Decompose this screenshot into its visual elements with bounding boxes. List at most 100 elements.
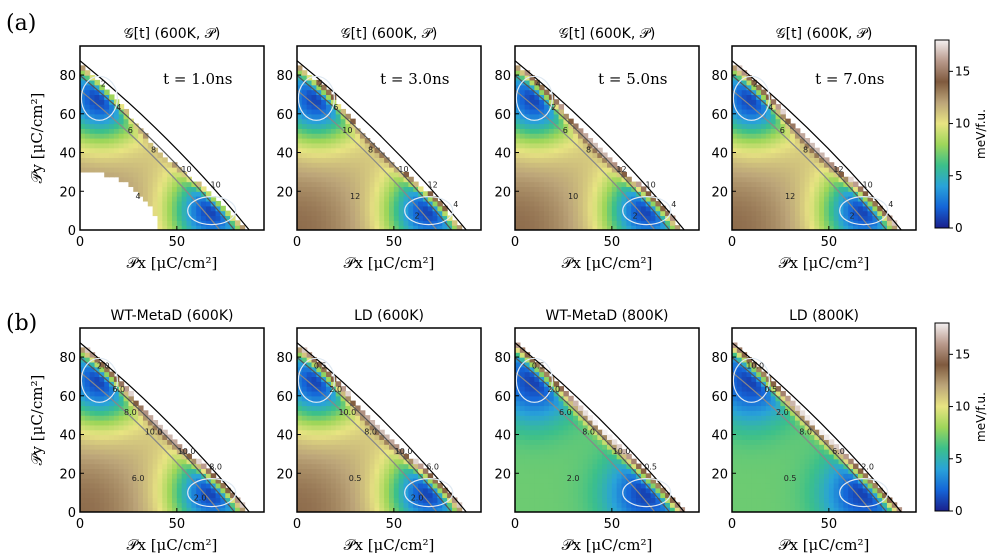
heat-cell: [297, 162, 303, 168]
heat-cell: [882, 220, 888, 226]
heat-cell: [794, 473, 801, 479]
heat-cell: [335, 181, 342, 188]
heat-cell: [515, 70, 521, 76]
heat-cell: [345, 444, 351, 450]
heat-cell: [611, 468, 618, 474]
heat-cell: [568, 200, 574, 207]
heat-cell: [403, 482, 409, 489]
heat-cell: [592, 453, 598, 460]
heat-cell: [736, 487, 743, 494]
heat-cell: [118, 152, 125, 158]
heat-cell: [84, 463, 91, 470]
heat-cell: [577, 405, 584, 411]
heat-cell: [867, 487, 874, 494]
heat-cell: [770, 181, 777, 188]
heat-cell: [621, 210, 627, 217]
heat-cell: [857, 200, 864, 207]
heat-cell: [99, 497, 105, 503]
heat-cell: [761, 415, 767, 421]
heat-cell: [577, 205, 584, 212]
heat-cell: [577, 482, 584, 489]
heat-cell: [582, 176, 589, 183]
heat-cell: [515, 152, 521, 158]
heat-cell: [814, 162, 820, 168]
heat-cell: [539, 482, 545, 489]
heat-cell: [330, 439, 337, 445]
heat-cell: [765, 376, 772, 382]
heat-cell: [794, 434, 801, 440]
heat-cell: [814, 502, 820, 508]
heat-cell: [563, 215, 569, 221]
heat-cell: [340, 147, 347, 154]
heat-cell: [369, 468, 376, 474]
heat-cell: [301, 502, 308, 508]
heat-cell: [775, 108, 782, 115]
heat-cell: [519, 468, 526, 474]
heat-cell: [631, 492, 637, 499]
heat-cell: [138, 152, 144, 158]
heat-cell: [597, 492, 603, 499]
heat-cell: [191, 482, 197, 489]
heat-cell: [765, 390, 772, 397]
heat-cell: [548, 497, 555, 503]
heat-cell: [359, 497, 366, 503]
heat-cell: [775, 458, 782, 465]
heat-cell: [573, 215, 579, 221]
heat-cell: [602, 434, 608, 440]
heat-cell: [790, 176, 796, 183]
heat-cell: [838, 449, 844, 455]
heat-cell: [84, 84, 91, 91]
heat-cell: [84, 468, 91, 474]
heat-cell: [186, 463, 192, 470]
heat-cell: [80, 449, 86, 455]
heat-cell: [104, 492, 110, 499]
heat-cell: [843, 492, 849, 499]
heat-cell: [374, 220, 380, 226]
heat-cell: [848, 482, 854, 489]
heat-cell: [515, 108, 521, 115]
heat-cell: [94, 357, 100, 363]
heat-cell: [544, 444, 550, 450]
heat-cell: [573, 405, 579, 411]
heat-cell: [398, 225, 405, 230]
heat-cell: [321, 410, 327, 416]
heat-cell: [94, 79, 100, 86]
heat-cell: [794, 478, 801, 484]
heat-cell: [355, 215, 361, 221]
heat-cell: [765, 94, 772, 100]
heat-cell: [568, 497, 574, 503]
heat-cell: [674, 507, 681, 512]
heat-cell: [790, 487, 796, 494]
heat-cell: [577, 191, 584, 197]
heat-cell: [568, 220, 574, 226]
heat-cell: [172, 176, 178, 183]
heat-cell: [790, 186, 796, 192]
heat-cell: [838, 487, 844, 494]
heat-cell: [128, 478, 134, 484]
contour-label: 6: [780, 126, 785, 135]
heat-cell: [519, 410, 526, 416]
heat-cell: [350, 152, 356, 158]
heat-cell: [297, 225, 303, 230]
heat-cell: [350, 147, 356, 154]
contour-label: 2.0: [329, 385, 342, 394]
heat-cell: [785, 458, 791, 465]
heat-cell: [335, 473, 342, 479]
heat-cell: [558, 444, 565, 450]
heat-cell: [882, 502, 888, 508]
contour-label: 0.5: [644, 462, 657, 471]
heat-cell: [548, 133, 555, 139]
heat-cell: [524, 434, 531, 440]
heat-cell: [558, 468, 565, 474]
heat-cell: [563, 463, 569, 470]
heat-cell: [118, 444, 125, 450]
heat-cell: [104, 118, 110, 125]
heat-cell: [741, 113, 748, 120]
heat-cell: [152, 200, 159, 207]
heat-cell: [573, 171, 579, 178]
contour-label: 0.5: [532, 362, 545, 371]
heat-cell: [626, 220, 632, 226]
heat-cell: [824, 434, 830, 440]
heat-cell: [123, 420, 130, 426]
heat-cell: [819, 186, 825, 192]
